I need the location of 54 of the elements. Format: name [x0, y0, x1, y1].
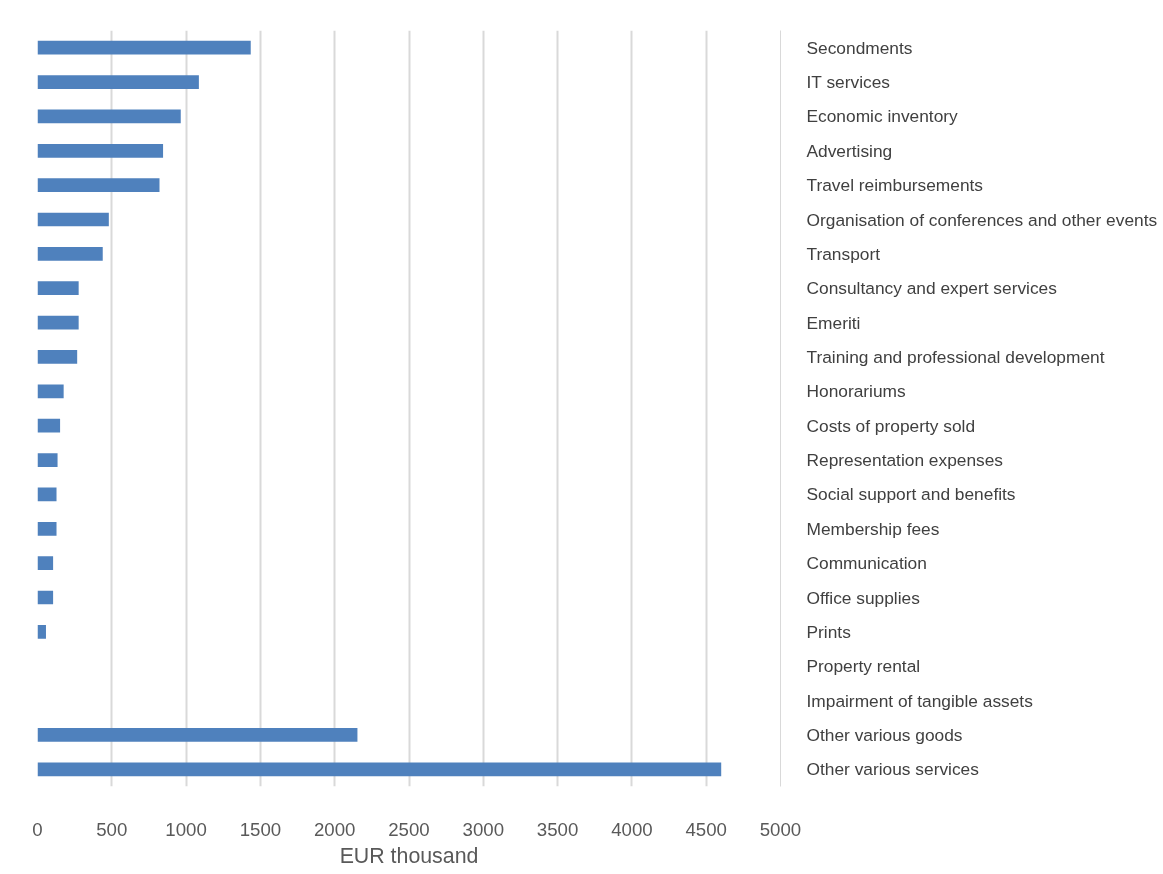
y-tick-label: Other various goods — [806, 724, 963, 745]
bar — [37, 40, 251, 55]
x-tick-label: 1000 — [165, 818, 207, 840]
bar — [37, 212, 109, 227]
bar — [37, 384, 64, 399]
y-tick-label: Training and professional development — [806, 346, 1105, 367]
x-tick-label: 2500 — [388, 818, 430, 840]
bar — [37, 281, 79, 296]
bar — [37, 556, 54, 571]
bar — [37, 624, 46, 639]
y-tick-label: Travel reimbursements — [806, 175, 984, 196]
bar — [37, 418, 61, 433]
bar — [37, 453, 58, 467]
bar — [37, 487, 57, 502]
x-tick-label: 3000 — [462, 818, 505, 840]
x-tick-label: 2000 — [313, 818, 356, 840]
bar — [37, 143, 164, 158]
bar — [37, 178, 160, 193]
bar — [37, 590, 54, 605]
y-tick-label: Economic inventory — [806, 106, 959, 127]
y-tick-label: Honorariums — [806, 381, 907, 402]
y-tick-label: Social support and benefits — [806, 484, 1016, 505]
x-tick-label: 4000 — [611, 818, 653, 840]
y-tick-label: Consultancy and expert services — [806, 278, 1058, 299]
x-tick-label: 3500 — [536, 818, 579, 840]
x-tick-label: 1500 — [239, 818, 282, 840]
y-tick-label: Organisation of conferences and other events — [806, 209, 1158, 230]
y-tick-label: Membership fees — [806, 518, 940, 539]
y-tick-label: Representation expenses — [806, 450, 1004, 471]
y-tick-label: Secondments — [806, 37, 913, 58]
y-tick-label: Emeriti — [806, 312, 861, 333]
bar — [37, 350, 78, 364]
y-tick-label: Other various services — [806, 759, 980, 780]
x-tick-label: 5000 — [759, 818, 802, 840]
x-axis-title: EUR thousand — [339, 843, 479, 868]
bar — [37, 315, 79, 330]
y-tick-label: Transport — [806, 243, 881, 264]
y-tick-label: Communication — [806, 553, 927, 574]
x-tick-label: 500 — [96, 818, 128, 840]
y-tick-label: Property rental — [806, 656, 921, 677]
y-tick-label: IT services — [806, 72, 891, 93]
y-tick-label: Office supplies — [806, 587, 921, 608]
y-tick-label: Impairment of tangible assets — [806, 690, 1034, 711]
bar — [37, 109, 181, 124]
y-tick-label: Prints — [806, 621, 852, 642]
bar — [37, 521, 57, 536]
y-tick-label: Advertising — [806, 140, 893, 161]
bar — [37, 762, 722, 777]
x-tick-label: 0 — [32, 818, 43, 840]
x-tick-label: 4500 — [685, 818, 727, 840]
y-tick-label: Costs of property sold — [806, 415, 976, 436]
bar — [37, 75, 199, 89]
bar — [37, 728, 358, 742]
bar — [37, 246, 103, 261]
